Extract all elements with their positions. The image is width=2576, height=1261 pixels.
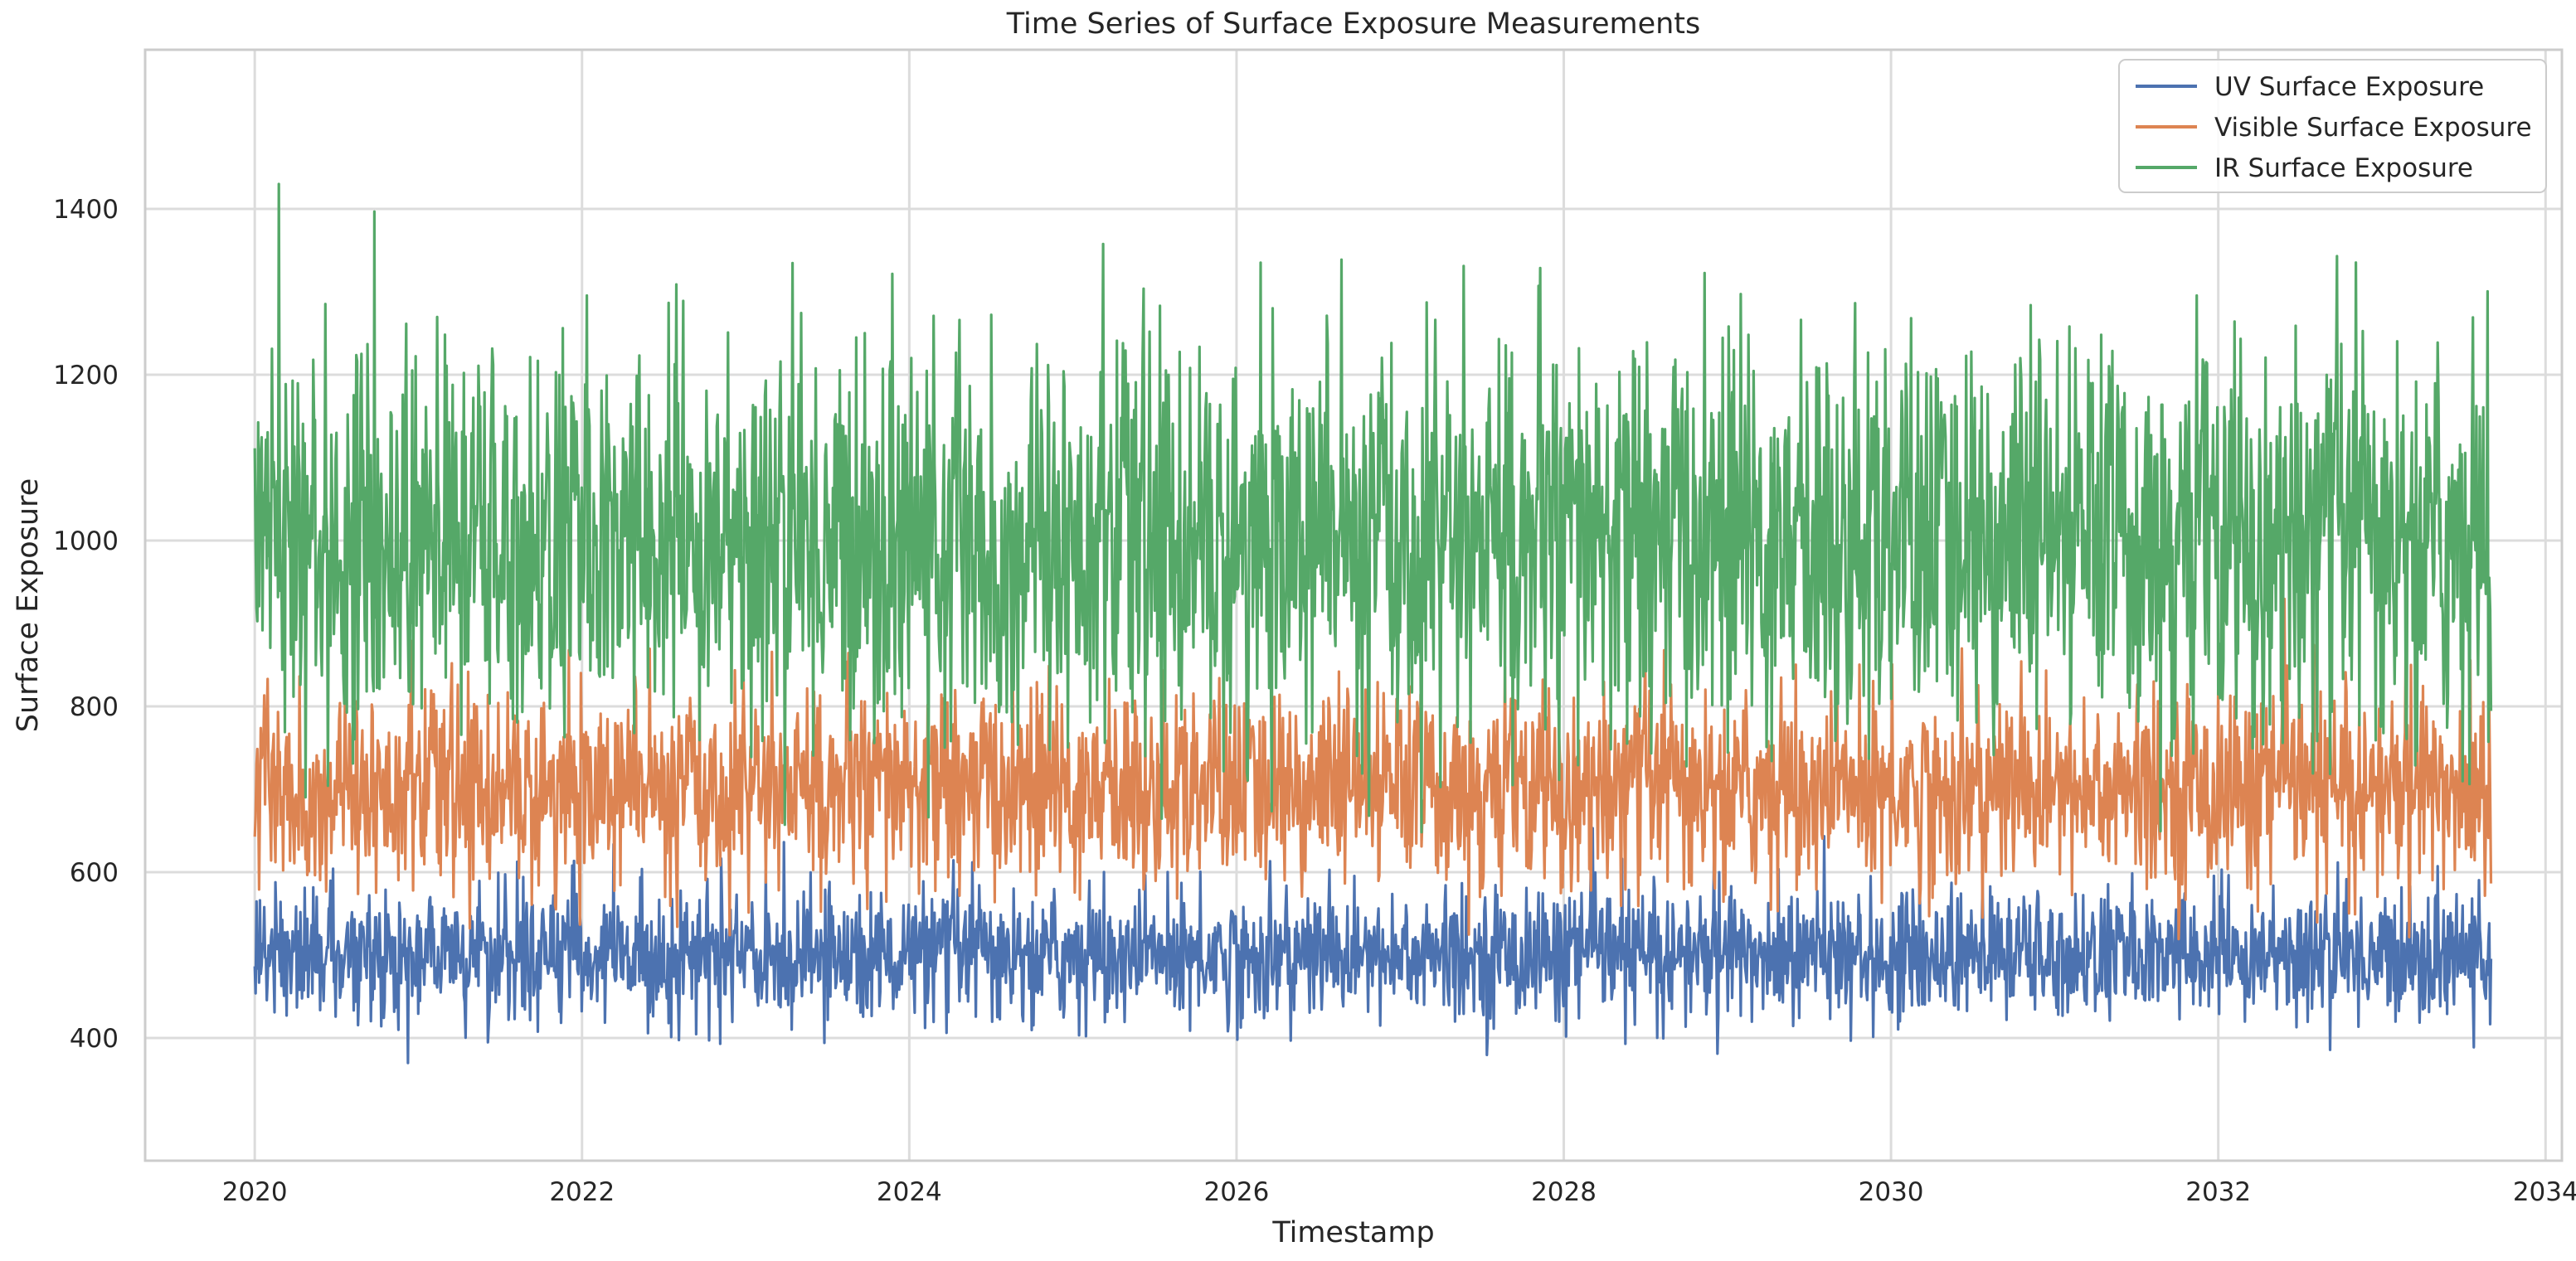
series-line-uv	[253, 827, 2493, 1065]
x-tick-labels: 2020 2022 2024 2026 2028 2030 2032 2034	[222, 1177, 2576, 1207]
x-tick-label: 2022	[549, 1177, 615, 1207]
y-tick-label: 1200	[53, 361, 119, 390]
y-tick-label: 1000	[53, 526, 119, 556]
x-tick-label: 2030	[1859, 1177, 1924, 1207]
x-tick-label: 2028	[1531, 1177, 1597, 1207]
x-axis-title: Timestamp	[1271, 1216, 1434, 1249]
series-line-visible	[253, 597, 2493, 941]
legend-label-visible: Visible Surface Exposure	[2214, 113, 2532, 143]
series-line-ir	[253, 182, 2493, 834]
plot-frame	[143, 48, 2564, 1162]
y-tick-label: 1400	[53, 195, 119, 225]
x-tick-label: 2020	[222, 1177, 288, 1207]
legend-box	[2118, 59, 2547, 193]
y-tick-label: 800	[70, 692, 119, 722]
legend-label-uv: UV Surface Exposure	[2214, 72, 2484, 102]
x-tick-label: 2032	[2185, 1177, 2251, 1207]
y-tick-labels: 400 600 800 1000 1200 1400	[53, 195, 119, 1054]
series-lines	[253, 182, 2493, 1065]
legend: UV Surface Exposure Visible Surface Expo…	[2118, 59, 2547, 193]
y-axis-title: Surface Exposure	[12, 478, 45, 733]
x-tick-label: 2026	[1203, 1177, 1269, 1207]
x-tick-label: 2034	[2513, 1177, 2576, 1207]
chart-title: Time Series of Surface Exposure Measurem…	[1006, 7, 1701, 41]
y-tick-label: 400	[70, 1024, 119, 1054]
x-tick-label: 2024	[877, 1177, 942, 1207]
legend-label-ir: IR Surface Exposure	[2214, 153, 2473, 183]
y-tick-label: 600	[70, 858, 119, 888]
